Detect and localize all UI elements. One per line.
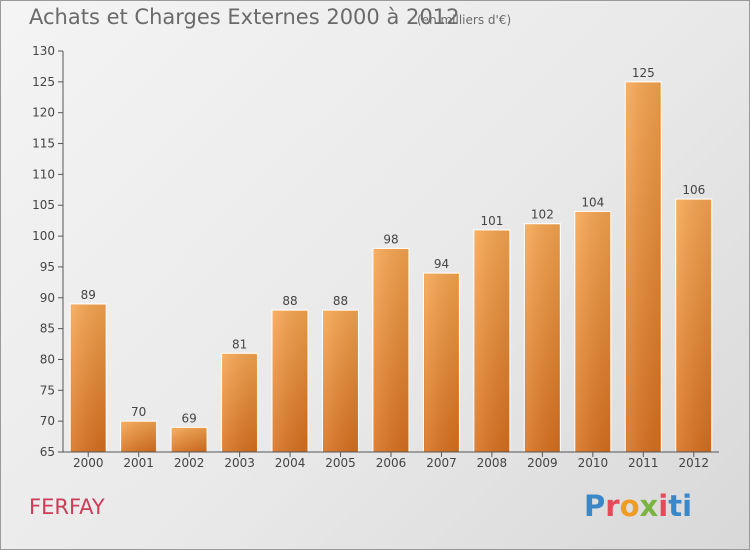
logo-letter: P <box>584 489 606 523</box>
logo-letter: t <box>668 489 683 523</box>
bar-shade <box>575 212 610 452</box>
data-label: 98 <box>383 232 398 246</box>
y-tick-label: 90 <box>40 291 55 305</box>
x-tick-label: 2001 <box>123 456 154 470</box>
data-label: 125 <box>632 66 655 80</box>
y-tick-label: 70 <box>40 414 55 428</box>
x-tick-label: 2005 <box>325 456 356 470</box>
logo-letter: i <box>658 489 669 523</box>
logo-letter: o <box>619 489 640 523</box>
logo-letter: r <box>605 489 620 523</box>
data-label: 81 <box>232 337 247 351</box>
x-tick-label: 2000 <box>73 456 104 470</box>
y-tick-label: 115 <box>32 137 55 151</box>
x-tick-label: 2007 <box>426 456 457 470</box>
commune-name: FERFAY <box>29 495 105 519</box>
data-label: 89 <box>81 288 96 302</box>
bar-shade <box>323 311 358 452</box>
y-axis: 65 70 75 80 85 90 95 100 105 110 115 120 125 130 <box>32 44 64 459</box>
data-label: 106 <box>682 183 705 197</box>
logo-letter: x <box>639 489 659 523</box>
data-label: 70 <box>131 405 146 419</box>
y-tick-label: 120 <box>32 106 55 120</box>
y-tick-label: 125 <box>32 75 55 89</box>
bar-shade <box>172 428 207 452</box>
y-tick-label: 105 <box>32 198 55 212</box>
x-tick-label: 2003 <box>224 456 255 470</box>
bar-shade <box>676 200 711 452</box>
data-label: 102 <box>531 208 554 222</box>
data-label: 88 <box>333 294 348 308</box>
data-label: 94 <box>434 257 449 271</box>
bar-shade <box>626 82 661 452</box>
y-tick-label: 110 <box>32 167 55 181</box>
x-tick-label: 2006 <box>376 456 407 470</box>
x-tick-label: 2011 <box>628 456 659 470</box>
data-label: 104 <box>581 195 604 209</box>
data-label: 69 <box>182 411 197 425</box>
x-tick-label: 2012 <box>678 456 709 470</box>
y-tick-label: 65 <box>40 445 55 459</box>
bar-shade <box>424 274 459 452</box>
x-tick-label: 2008 <box>477 456 508 470</box>
x-tick-label: 2002 <box>174 456 205 470</box>
y-tick-label: 95 <box>40 260 55 274</box>
y-tick-label: 100 <box>32 229 55 243</box>
y-tick-label: 130 <box>32 44 55 58</box>
bar-shade <box>374 249 408 452</box>
bar-shade <box>525 224 560 452</box>
chart-units: (en milliers d'€) <box>417 13 512 27</box>
bar-shade <box>222 354 257 452</box>
data-label: 88 <box>282 294 297 308</box>
bars: 89 70 69 81 88 88 98 94 101 102 104 125 106 <box>69 66 713 453</box>
bar-shade <box>474 230 509 452</box>
bar-shade <box>71 304 106 452</box>
x-tick-label: 2004 <box>275 456 306 470</box>
data-label: 101 <box>480 214 503 228</box>
bar-shade <box>273 311 308 452</box>
logo-letter: i <box>682 489 693 523</box>
y-tick-label: 80 <box>40 352 55 366</box>
bar-shade <box>121 422 156 452</box>
x-tick-label: 2009 <box>527 456 558 470</box>
x-axis: 2000 2001 2002 2003 2004 2005 2006 2007 2008 2009… <box>63 451 719 470</box>
proxiti-logo[interactable]: Proxiti <box>584 489 692 523</box>
y-tick-label: 85 <box>40 322 55 336</box>
x-tick-label: 2010 <box>578 456 609 470</box>
y-tick-label: 75 <box>40 383 55 397</box>
chart-title: Achats et Charges Externes 2000 à 2012 <box>29 5 460 29</box>
